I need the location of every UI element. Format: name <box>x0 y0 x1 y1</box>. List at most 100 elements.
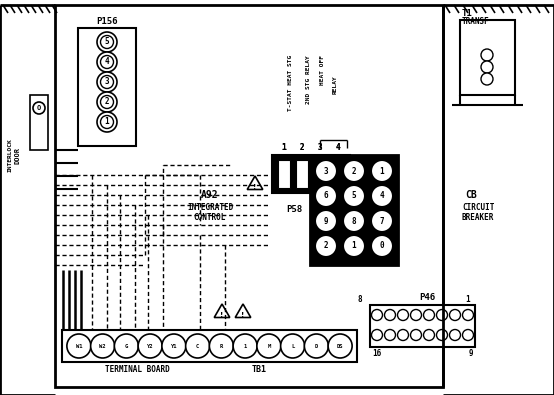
Text: 2: 2 <box>352 167 356 175</box>
Circle shape <box>463 310 474 320</box>
Circle shape <box>162 334 186 358</box>
Circle shape <box>97 112 117 132</box>
Circle shape <box>114 334 138 358</box>
Text: R: R <box>220 344 223 348</box>
Circle shape <box>315 235 337 257</box>
Text: !: ! <box>220 312 224 318</box>
Circle shape <box>91 334 115 358</box>
Circle shape <box>423 310 434 320</box>
Text: W1: W1 <box>76 344 82 348</box>
Circle shape <box>97 72 117 92</box>
Text: 8: 8 <box>352 216 356 226</box>
Bar <box>62 330 357 362</box>
Text: 6: 6 <box>324 192 329 201</box>
Circle shape <box>423 329 434 340</box>
Circle shape <box>100 56 114 68</box>
Bar <box>78 28 136 146</box>
Text: DOOR: DOOR <box>15 147 21 164</box>
Text: 5: 5 <box>352 192 356 201</box>
Text: 16: 16 <box>372 348 381 357</box>
Text: O: O <box>37 105 41 111</box>
Text: T1: T1 <box>462 9 473 17</box>
Polygon shape <box>235 304 251 318</box>
Text: C: C <box>196 344 199 348</box>
Text: !: ! <box>253 184 257 190</box>
Text: 4: 4 <box>379 192 384 201</box>
Text: 8: 8 <box>357 295 362 305</box>
Text: 1: 1 <box>352 241 356 250</box>
Text: Y2: Y2 <box>147 344 153 348</box>
Text: 1: 1 <box>379 167 384 175</box>
Text: T-STAT HEAT STG: T-STAT HEAT STG <box>288 55 293 111</box>
Bar <box>460 20 515 95</box>
Circle shape <box>481 49 493 61</box>
Text: TB1: TB1 <box>252 365 266 374</box>
Circle shape <box>33 102 45 114</box>
Circle shape <box>371 210 393 232</box>
Polygon shape <box>214 304 230 318</box>
Circle shape <box>100 96 114 109</box>
Circle shape <box>328 334 352 358</box>
Text: 7: 7 <box>379 216 384 226</box>
Text: 3: 3 <box>317 143 322 152</box>
Text: DS: DS <box>337 344 343 348</box>
Text: CONTROL: CONTROL <box>194 213 226 222</box>
Text: 3: 3 <box>105 77 109 87</box>
Circle shape <box>481 61 493 73</box>
Text: HEAT OFF: HEAT OFF <box>321 55 326 85</box>
Circle shape <box>343 235 365 257</box>
Text: D: D <box>315 344 318 348</box>
Circle shape <box>481 73 493 85</box>
Text: BREAKER: BREAKER <box>462 214 494 222</box>
Circle shape <box>449 329 460 340</box>
Text: INTERLOCK: INTERLOCK <box>8 138 13 172</box>
Circle shape <box>343 210 365 232</box>
Circle shape <box>281 334 305 358</box>
Text: 3: 3 <box>324 167 329 175</box>
Text: 4: 4 <box>336 143 340 152</box>
Text: 1: 1 <box>281 143 286 152</box>
Circle shape <box>384 310 396 320</box>
Text: CIRCUIT: CIRCUIT <box>462 203 494 211</box>
Circle shape <box>315 160 337 182</box>
Bar <box>30 95 48 150</box>
Circle shape <box>97 32 117 52</box>
Bar <box>296 160 308 188</box>
Text: !: ! <box>242 312 245 318</box>
Circle shape <box>233 334 257 358</box>
Circle shape <box>97 92 117 112</box>
Circle shape <box>437 329 448 340</box>
Bar <box>314 160 326 188</box>
Text: 4: 4 <box>336 143 340 152</box>
Bar <box>272 155 350 193</box>
Text: TERMINAL BOARD: TERMINAL BOARD <box>105 365 170 374</box>
Text: 3: 3 <box>317 143 322 152</box>
Text: CB: CB <box>465 190 477 200</box>
Text: W2: W2 <box>99 344 106 348</box>
Bar <box>278 160 290 188</box>
Circle shape <box>371 235 393 257</box>
Bar <box>370 305 475 347</box>
Circle shape <box>371 160 393 182</box>
Circle shape <box>315 210 337 232</box>
Circle shape <box>343 185 365 207</box>
Text: 9: 9 <box>324 216 329 226</box>
Circle shape <box>371 185 393 207</box>
Circle shape <box>97 52 117 72</box>
Text: INTEGRATED: INTEGRATED <box>187 203 233 211</box>
Text: 5: 5 <box>105 38 109 47</box>
Text: RELAY: RELAY <box>332 75 337 94</box>
Text: 1: 1 <box>465 295 470 305</box>
Circle shape <box>67 334 91 358</box>
Text: 1: 1 <box>105 117 109 126</box>
Text: 2: 2 <box>105 98 109 107</box>
Circle shape <box>257 334 281 358</box>
Text: 1: 1 <box>281 143 286 152</box>
Circle shape <box>372 329 382 340</box>
Text: 1: 1 <box>244 344 247 348</box>
Circle shape <box>398 310 408 320</box>
Text: 2: 2 <box>300 143 304 152</box>
Circle shape <box>449 310 460 320</box>
Text: TRANSF: TRANSF <box>462 17 490 26</box>
Text: Y1: Y1 <box>171 344 177 348</box>
